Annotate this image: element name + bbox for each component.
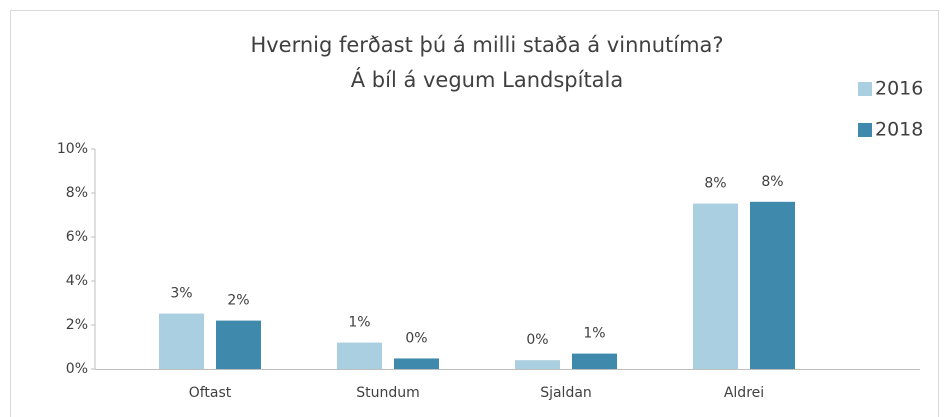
x-tick-label: Oftast <box>189 385 232 401</box>
legend-label: 2016 <box>875 78 923 100</box>
bar <box>337 342 382 369</box>
y-tick-label: 2% <box>66 317 88 333</box>
bar <box>159 313 204 369</box>
chart-border <box>10 10 939 417</box>
value-label: 8% <box>761 174 783 190</box>
value-label: 3% <box>170 286 192 302</box>
value-label: 1% <box>348 315 370 331</box>
chart-title: Hvernig ferðast þú á milli staða á vinnu… <box>250 33 723 57</box>
y-tick-label: 10% <box>57 141 88 157</box>
x-tick-label: Stundum <box>356 385 420 401</box>
bar <box>394 358 439 369</box>
x-tick-label: Aldrei <box>724 385 764 401</box>
bar <box>693 203 738 369</box>
bar <box>515 360 560 369</box>
legend-label: 2018 <box>875 119 923 141</box>
value-label: 2% <box>227 293 249 309</box>
value-label: 8% <box>704 176 726 192</box>
y-tick-label: 4% <box>66 273 88 289</box>
y-tick-label: 8% <box>66 185 88 201</box>
legend-swatch <box>858 123 872 137</box>
bar <box>216 320 261 369</box>
legend-swatch <box>858 82 872 96</box>
bar <box>572 353 617 369</box>
chart-subtitle: Á bíl á vegum Landspítala <box>351 67 624 92</box>
x-tick-label: Sjaldan <box>540 385 592 401</box>
value-label: 0% <box>526 332 548 348</box>
bar <box>750 201 795 369</box>
y-tick-label: 0% <box>66 361 88 377</box>
value-label: 0% <box>405 330 427 346</box>
value-label: 1% <box>583 326 605 342</box>
y-tick-label: 6% <box>66 229 88 245</box>
